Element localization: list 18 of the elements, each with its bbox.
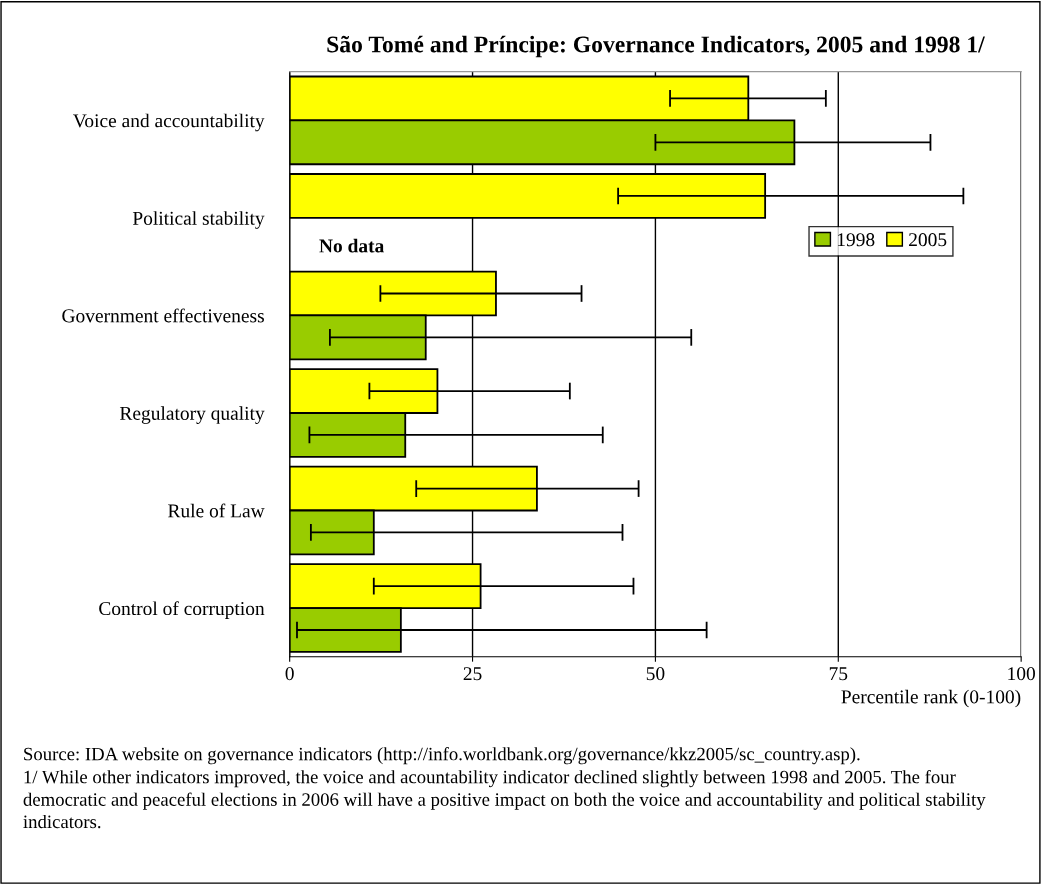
- legend-label: 1998: [837, 233, 875, 247]
- source-note: Source: IDA website on governance indicators (http://info.worldbank.org/governance/kkz2005/sc_country.asp).: [24, 746, 860, 765]
- y-tick-label: Rule of Law: [168, 503, 265, 518]
- x-tick-label: 25: [463, 667, 482, 681]
- x-tick-label: 50: [646, 667, 665, 681]
- text: 1/ While other indicators improved, the voice and acountability indicator declined slightly between 1998 and 2005. The four democratic and peaceful elections in 2006 will have a positive impact on both the voice and accountability and political stability indicators.: [23, 769, 986, 829]
- y-tick-label: Regulatory quality: [119, 406, 265, 424]
- legend-label: 2005: [909, 233, 947, 247]
- x-axis-title: Percentile rank (0-100): [841, 689, 1021, 708]
- y-tick-label: Voice and accountability: [73, 113, 265, 132]
- chart-title: São Tomé and Príncipe: Governance Indicators, 2005 and 1998 1/: [327, 35, 985, 58]
- y-tick-label: Political stability: [132, 211, 265, 229]
- annotation: No data: [319, 238, 384, 253]
- y-tick-label: Government effectiveness: [62, 308, 264, 323]
- x-tick-label: 100: [1008, 667, 1035, 681]
- x-tick-label: 0: [285, 667, 294, 681]
- x-tick-label: 75: [829, 667, 848, 681]
- y-tick-label: Control of corruption: [99, 601, 265, 620]
